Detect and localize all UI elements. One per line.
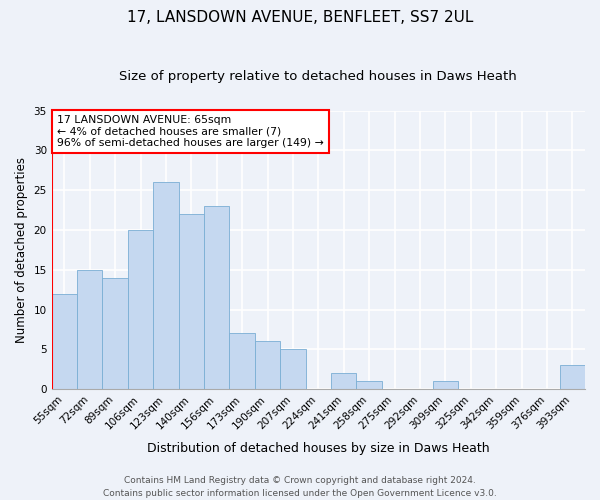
Bar bbox=[52, 294, 77, 389]
Bar bbox=[103, 278, 128, 389]
Bar bbox=[280, 350, 305, 389]
Bar bbox=[128, 230, 153, 389]
Bar bbox=[356, 381, 382, 389]
Bar bbox=[229, 334, 255, 389]
Text: 17, LANSDOWN AVENUE, BENFLEET, SS7 2UL: 17, LANSDOWN AVENUE, BENFLEET, SS7 2UL bbox=[127, 10, 473, 25]
Y-axis label: Number of detached properties: Number of detached properties bbox=[15, 157, 28, 343]
Bar bbox=[255, 342, 280, 389]
Bar bbox=[433, 381, 458, 389]
Bar bbox=[179, 214, 204, 389]
Bar bbox=[560, 366, 585, 389]
X-axis label: Distribution of detached houses by size in Daws Heath: Distribution of detached houses by size … bbox=[147, 442, 490, 455]
Title: Size of property relative to detached houses in Daws Heath: Size of property relative to detached ho… bbox=[119, 70, 517, 83]
Text: 17 LANSDOWN AVENUE: 65sqm
← 4% of detached houses are smaller (7)
96% of semi-de: 17 LANSDOWN AVENUE: 65sqm ← 4% of detach… bbox=[57, 114, 324, 148]
Text: Contains HM Land Registry data © Crown copyright and database right 2024.
Contai: Contains HM Land Registry data © Crown c… bbox=[103, 476, 497, 498]
Bar bbox=[153, 182, 179, 389]
Bar bbox=[331, 373, 356, 389]
Bar bbox=[204, 206, 229, 389]
Bar bbox=[77, 270, 103, 389]
